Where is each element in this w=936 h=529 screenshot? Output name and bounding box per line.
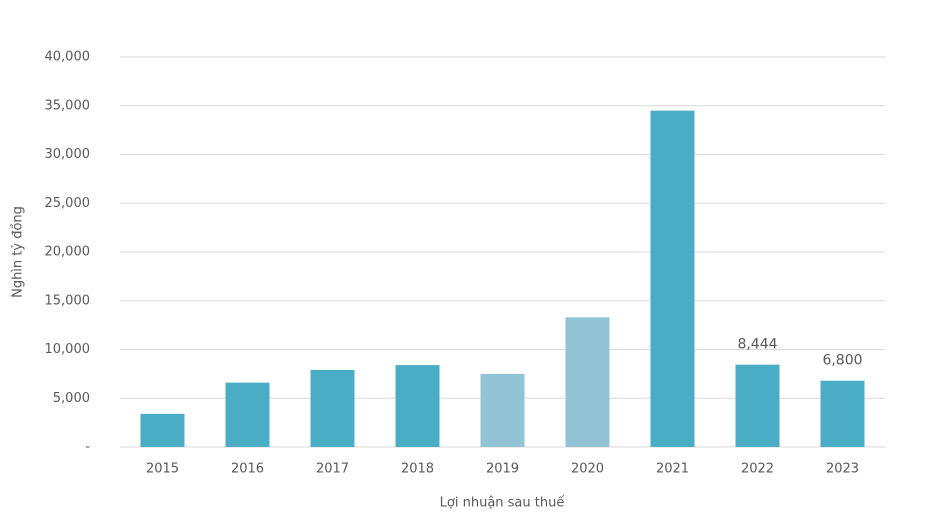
y-tick-label: 35,000 — [45, 98, 91, 113]
x-tick-label: 2017 — [316, 462, 349, 477]
x-axis-title: Lợi nhuận sau thuế — [440, 496, 565, 511]
x-tick-label: 2019 — [486, 462, 519, 477]
bar — [310, 369, 355, 447]
x-tick-label: 2015 — [146, 462, 179, 477]
y-tick-label: 10,000 — [45, 342, 91, 357]
x-tick-label: 2023 — [826, 462, 859, 477]
bar — [820, 380, 865, 447]
x-tick-label: 2018 — [401, 462, 434, 477]
x-tick-label: 2021 — [656, 462, 689, 477]
value-label: 6,800 — [822, 353, 862, 369]
y-tick-label: 25,000 — [45, 196, 91, 211]
y-tick-label: - — [85, 440, 90, 455]
y-tick-label: 40,000 — [45, 50, 91, 65]
y-axis-title: Nghìn tỷ đồng — [11, 206, 26, 298]
y-tick-label: 30,000 — [45, 147, 91, 162]
y-tick-label: 15,000 — [45, 293, 91, 308]
bar — [650, 110, 695, 447]
bar — [225, 382, 270, 447]
value-label: 8,444 — [737, 337, 777, 353]
x-tick-label: 2020 — [571, 462, 604, 477]
bar — [565, 317, 610, 447]
bar — [735, 364, 780, 447]
y-tick-label: 20,000 — [45, 245, 91, 260]
bar — [480, 373, 525, 447]
x-tick-label: 2022 — [741, 462, 774, 477]
x-tick-label: 2016 — [231, 462, 264, 477]
y-tick-label: 5,000 — [53, 391, 90, 406]
bar — [140, 413, 185, 447]
bar — [395, 365, 440, 447]
